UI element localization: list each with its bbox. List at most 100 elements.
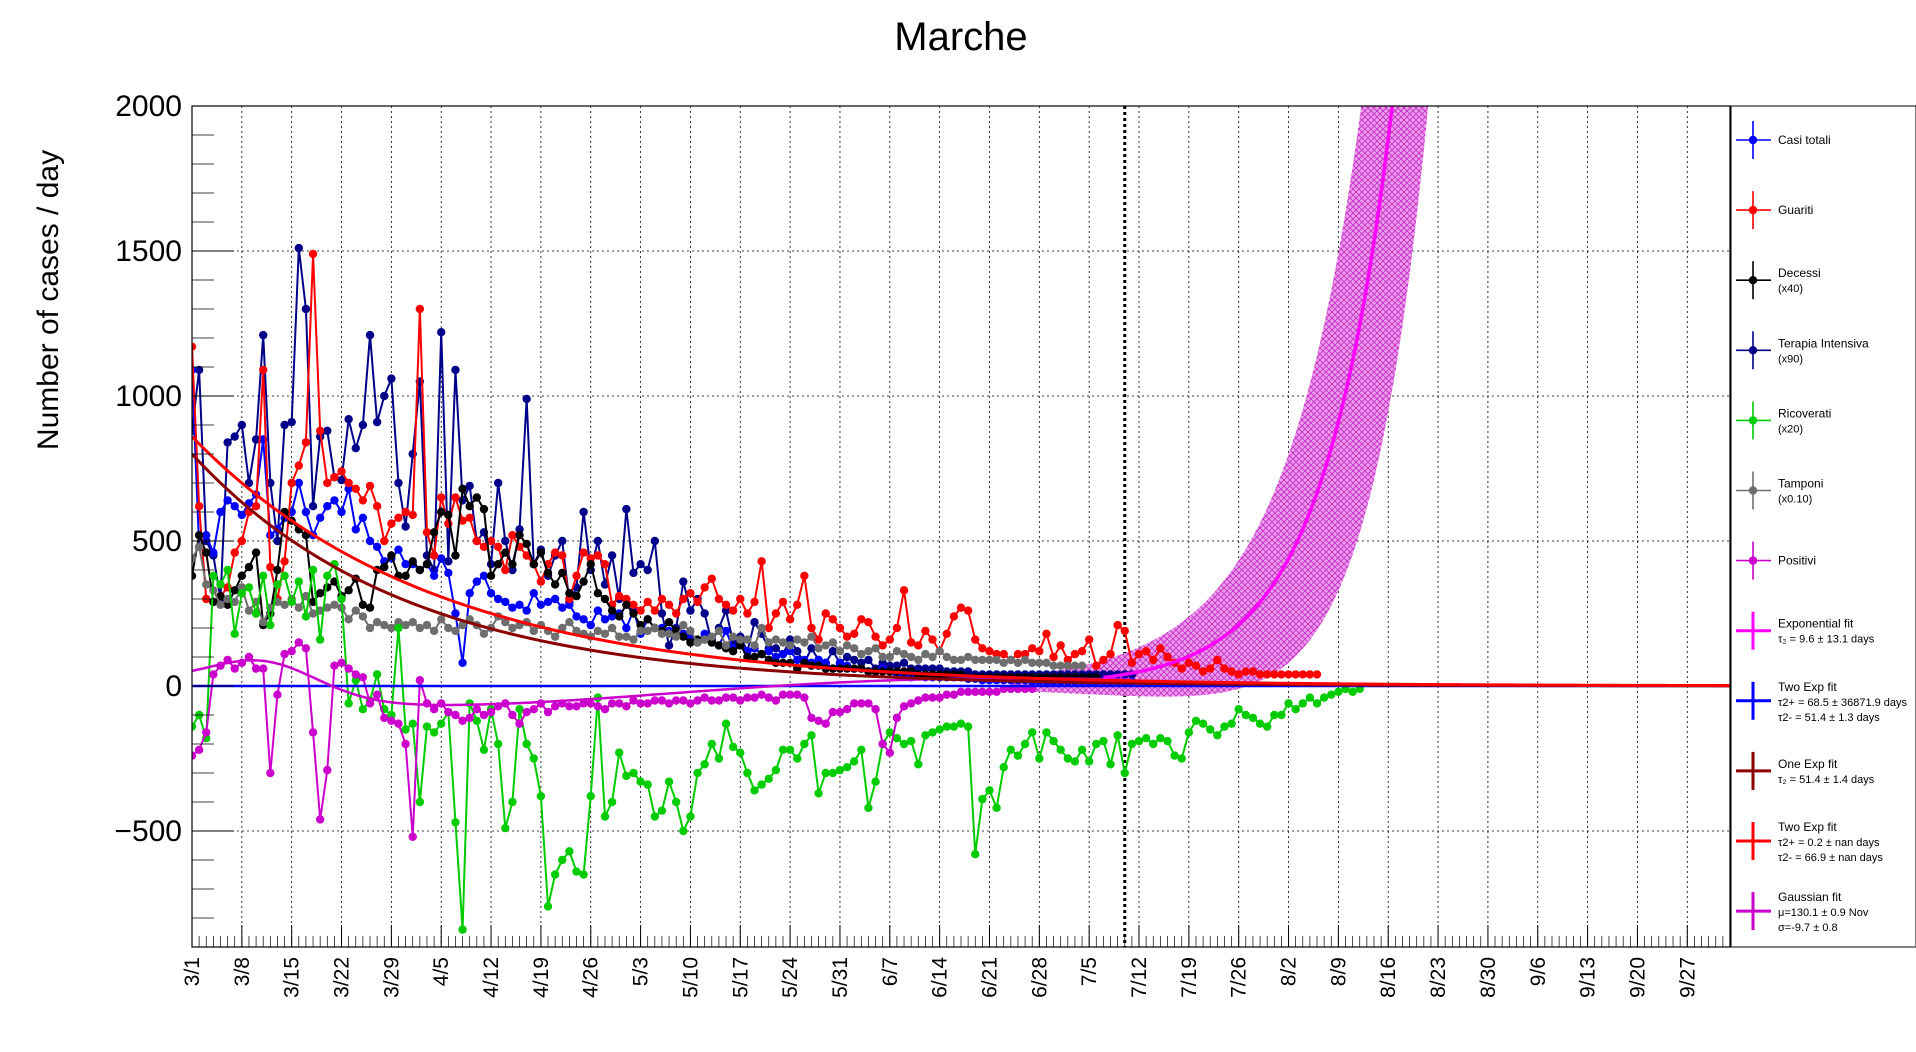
series-point-terapia xyxy=(394,478,403,488)
x-tick-label: 8/23 xyxy=(1427,957,1450,998)
series-point-guariti xyxy=(757,557,766,566)
series-point-positivi xyxy=(736,696,745,705)
series-point-terapia xyxy=(508,565,517,575)
x-tick-label: 6/28 xyxy=(1028,957,1051,998)
series-point-guariti xyxy=(700,583,709,592)
series-point-guariti xyxy=(1284,670,1293,679)
series-point-tamponi xyxy=(793,635,802,644)
series-point-guariti xyxy=(572,571,581,580)
series-point-guariti xyxy=(999,649,1008,659)
series-point-guariti xyxy=(1049,652,1058,662)
series-point-tamponi xyxy=(1035,658,1044,667)
series-point-positivi xyxy=(422,699,432,708)
series-point-tamponi xyxy=(728,632,738,641)
series-point-guariti xyxy=(878,641,887,650)
series-point-ricoverati xyxy=(493,739,503,749)
series-point-terapia xyxy=(579,507,588,517)
series-point-positivi xyxy=(550,702,560,711)
series-point-tamponi xyxy=(643,626,652,636)
legend-label: (x90) xyxy=(1778,353,1803,365)
series-point-ricoverati xyxy=(700,760,709,769)
series-point-tamponi xyxy=(657,629,667,638)
series-point-guariti xyxy=(906,638,916,647)
series-point-positivi xyxy=(586,699,595,708)
series-point-tamponi xyxy=(963,652,973,662)
series-point-decessi xyxy=(408,557,417,566)
series-point-tamponi xyxy=(415,623,425,633)
series-point-tamponi xyxy=(593,626,603,636)
series-point-decessi xyxy=(472,493,482,502)
series-point-tamponi xyxy=(451,626,460,636)
series-point-guariti xyxy=(899,586,909,595)
series-point-guariti xyxy=(785,615,795,624)
x-tick-label: 6/7 xyxy=(879,957,902,986)
series-point-tamponi xyxy=(757,623,766,633)
series-point-positivi xyxy=(543,707,553,717)
series-point-tamponi xyxy=(906,652,916,662)
series-point-guariti xyxy=(1262,670,1272,679)
series-point-guariti xyxy=(294,461,304,470)
series-point-ricoverati xyxy=(358,705,368,714)
series-point-terapia xyxy=(899,658,909,667)
series-point-guariti xyxy=(750,597,759,607)
series-point-guariti xyxy=(764,623,773,633)
series-point-guariti xyxy=(1184,658,1194,667)
series-point-casi_totali xyxy=(622,623,631,633)
series-point-guariti xyxy=(194,502,204,511)
series-point-ricoverati xyxy=(323,571,332,580)
series-point-terapia xyxy=(230,432,239,441)
series-point-ricoverati xyxy=(1134,736,1144,746)
series-point-ricoverati xyxy=(885,728,894,737)
series-point-terapia xyxy=(700,609,709,618)
series-point-ricoverati xyxy=(401,725,410,734)
series-point-guariti xyxy=(394,513,403,522)
series-point-ricoverati xyxy=(1106,760,1115,769)
series-point-decessi xyxy=(273,565,282,575)
series-point-guariti xyxy=(415,304,425,314)
series-point-tamponi xyxy=(971,655,980,665)
series-point-terapia xyxy=(558,536,567,546)
series-point-decessi xyxy=(543,568,553,578)
series-point-positivi xyxy=(330,661,339,670)
series-point-guariti xyxy=(842,632,852,641)
series-point-guariti xyxy=(1220,664,1229,673)
series-point-decessi xyxy=(358,600,368,609)
series-point-positivi xyxy=(679,696,688,705)
series-point-guariti xyxy=(365,481,375,491)
series-point-positivi xyxy=(686,699,695,708)
series-point-tamponi xyxy=(700,635,709,644)
plot-frame xyxy=(191,105,1731,948)
series-point-guariti xyxy=(387,519,396,528)
series-point-tamponi xyxy=(194,542,204,551)
legend-label: μ=130.1 ± 0.9 Nov xyxy=(1778,907,1869,919)
series-point-ricoverati xyxy=(835,765,845,775)
series-point-casi_totali xyxy=(429,571,439,580)
series-point-ricoverati xyxy=(1077,745,1087,754)
series-point-ricoverati xyxy=(771,765,781,775)
series-point-decessi xyxy=(515,531,524,540)
series-point-decessi xyxy=(244,562,254,572)
series-point-tamponi xyxy=(871,644,880,653)
series-point-guariti xyxy=(664,600,674,609)
series-point-positivi xyxy=(963,687,973,696)
series-point-guariti xyxy=(301,438,311,447)
axes: 3/1 3/8 3/15 3/22 3/29 4/5 4/12 4/19 4/26 5/3 5/10… xyxy=(114,90,1731,998)
series-point-tamponi xyxy=(714,626,724,636)
series-point-decessi xyxy=(415,565,425,575)
series-point-ricoverati xyxy=(508,797,517,807)
series-point-guariti xyxy=(1141,647,1151,656)
series-point-terapia xyxy=(607,551,617,560)
series-point-ricoverati xyxy=(622,771,631,781)
series-point-ricoverati xyxy=(1291,705,1300,714)
series-point-terapia xyxy=(194,365,204,375)
series-point-casi_totali xyxy=(401,560,410,569)
series-point-decessi xyxy=(437,507,446,517)
series-point-ricoverati xyxy=(664,777,674,786)
series-point-casi_totali xyxy=(607,612,617,621)
series-point-guariti xyxy=(985,647,994,656)
series-point-ricoverati xyxy=(942,722,951,731)
series-point-tamponi xyxy=(679,620,688,630)
series-point-guariti xyxy=(914,641,923,650)
series-point-guariti xyxy=(793,600,802,609)
